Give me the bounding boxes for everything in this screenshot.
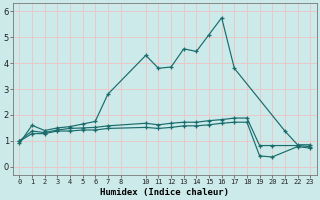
X-axis label: Humidex (Indice chaleur): Humidex (Indice chaleur) bbox=[100, 188, 229, 197]
